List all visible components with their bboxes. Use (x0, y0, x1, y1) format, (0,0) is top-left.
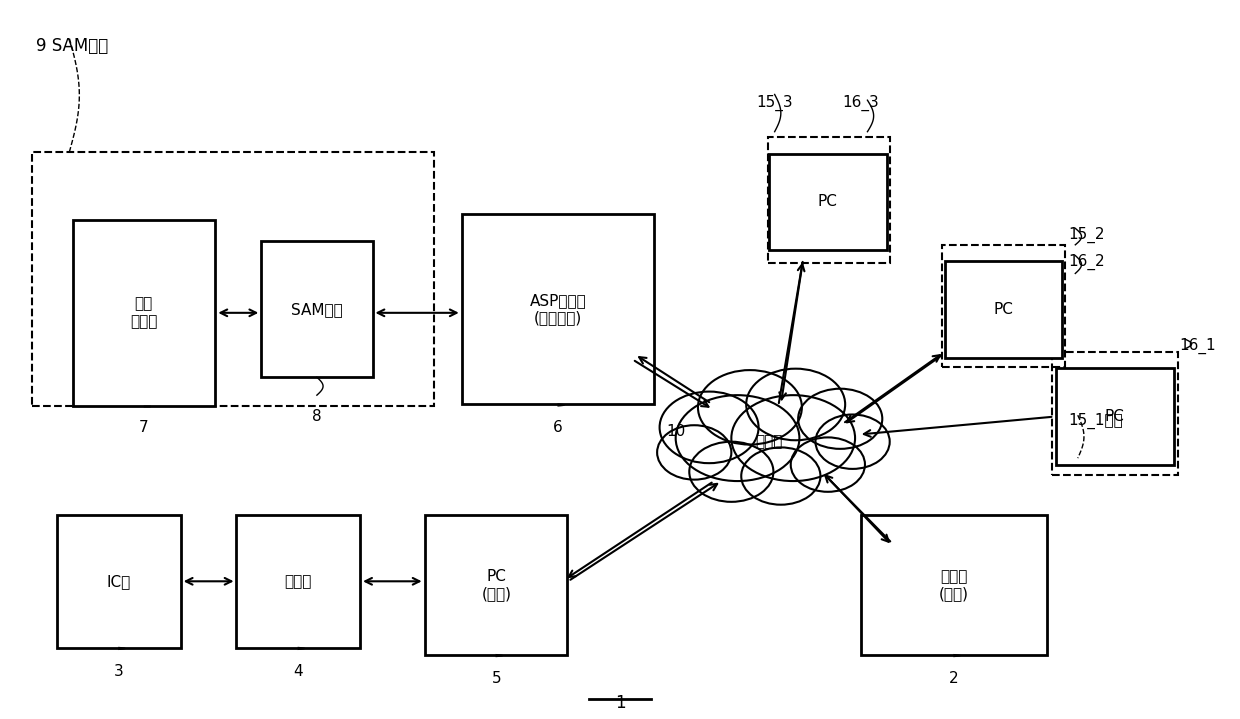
Ellipse shape (799, 389, 883, 449)
Text: 10: 10 (666, 423, 686, 439)
Ellipse shape (689, 441, 774, 502)
Bar (1056, 368, 1173, 465)
Ellipse shape (660, 392, 759, 463)
Text: 服务器
(商店): 服务器 (商店) (939, 569, 968, 601)
Bar (32, 152, 434, 406)
Bar (945, 261, 1063, 357)
Text: 15_1企业: 15_1企业 (1068, 413, 1122, 429)
Text: 1: 1 (615, 695, 625, 713)
Text: 外部
存储器: 外部 存储器 (130, 297, 157, 329)
Text: 16_1: 16_1 (1179, 338, 1216, 354)
Text: 5: 5 (491, 671, 501, 686)
Bar (769, 137, 890, 262)
Text: 6: 6 (553, 420, 563, 435)
Text: 卡读写: 卡读写 (285, 574, 312, 589)
Text: 4: 4 (294, 664, 303, 679)
Text: ASP服务器
(结算企业): ASP服务器 (结算企业) (529, 293, 587, 326)
Ellipse shape (676, 395, 800, 481)
Text: 15_3: 15_3 (756, 94, 792, 111)
Ellipse shape (742, 447, 821, 505)
Ellipse shape (732, 395, 856, 481)
Text: PC: PC (1105, 409, 1125, 424)
Text: 3: 3 (114, 664, 124, 679)
Bar (237, 515, 360, 648)
Text: 15_2: 15_2 (1068, 227, 1105, 243)
Bar (769, 154, 887, 250)
Text: 因特网: 因特网 (755, 434, 782, 449)
Bar (941, 244, 1065, 367)
Text: 7: 7 (139, 420, 149, 435)
Bar (57, 515, 181, 648)
Bar (425, 515, 568, 655)
Bar (72, 220, 215, 406)
Text: 8: 8 (312, 410, 321, 424)
Text: PC: PC (818, 194, 838, 209)
Text: 16_2: 16_2 (1068, 253, 1105, 270)
Text: PC
(用户): PC (用户) (481, 569, 511, 601)
Text: 16_3: 16_3 (843, 94, 879, 111)
Text: 9 SAM装置: 9 SAM装置 (36, 37, 108, 55)
Bar (262, 242, 372, 377)
Ellipse shape (816, 414, 890, 469)
Ellipse shape (698, 370, 802, 444)
Text: PC: PC (993, 302, 1013, 317)
Bar (1052, 352, 1178, 475)
Text: 2: 2 (950, 671, 959, 686)
Bar (463, 214, 653, 404)
Ellipse shape (791, 437, 866, 492)
Text: IC卡: IC卡 (107, 574, 131, 589)
Ellipse shape (657, 425, 732, 480)
Bar (862, 515, 1047, 655)
Text: SAM芯片: SAM芯片 (291, 302, 342, 317)
Ellipse shape (746, 369, 846, 440)
